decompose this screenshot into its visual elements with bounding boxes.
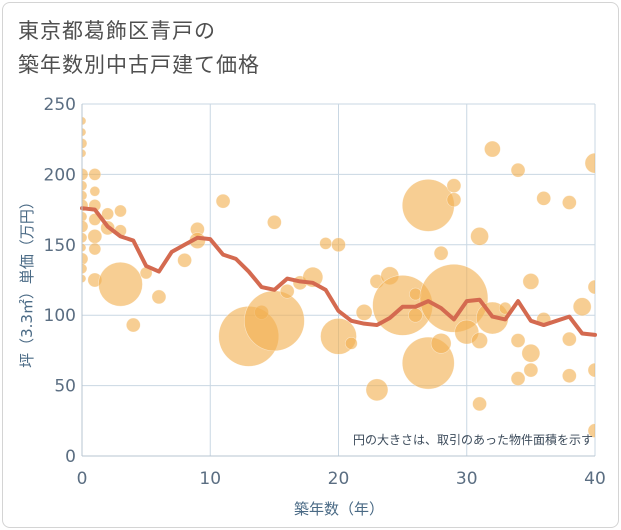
y-axis-label: 坪（3.3㎡）単価（万円）	[18, 194, 36, 368]
bubble-point	[82, 211, 88, 222]
bubble-point	[331, 237, 346, 253]
bubble-point	[82, 274, 87, 283]
bubble-point	[244, 290, 305, 352]
y-tick-label: 200	[44, 165, 76, 185]
average-line-series	[80, 206, 597, 337]
bubble-point	[126, 317, 141, 333]
bubble-point	[510, 162, 526, 178]
bubble-point	[82, 148, 87, 158]
bubble-point	[510, 371, 526, 386]
y-tick-label: 0	[65, 447, 76, 467]
bubble-point	[82, 190, 88, 201]
y-tick-label: 50	[54, 377, 76, 397]
bubble-point	[522, 273, 540, 290]
bubble-point	[446, 192, 462, 208]
bubble-point	[151, 289, 167, 305]
y-tick-label: 150	[44, 236, 76, 256]
bubble-point	[401, 179, 455, 232]
bubble-point	[365, 378, 389, 402]
bubble-point	[215, 193, 231, 209]
bubble-point	[572, 297, 592, 317]
bubble-point	[101, 207, 114, 221]
x-axis-label: 築年数（年）	[294, 500, 384, 518]
x-tick-label: 20	[328, 469, 350, 489]
x-tick-label: 40	[584, 469, 606, 489]
y-tick-label: 250	[44, 95, 76, 115]
bubble-point	[472, 396, 487, 412]
bubble-point	[88, 242, 102, 256]
bubble-point	[279, 283, 295, 299]
bubble-point	[562, 195, 577, 210]
bubble-point	[484, 140, 501, 158]
y-tick-label: 100	[44, 306, 76, 326]
bubble-point	[536, 191, 552, 206]
chart-title-line-2: 築年数別中古戸建て価格	[18, 53, 260, 77]
x-tick-label: 0	[77, 469, 88, 489]
bubble-point	[446, 178, 462, 193]
bubble-point	[355, 304, 373, 321]
bubble-point	[82, 138, 88, 149]
chart-title-line-1: 東京都葛飾区青戸の	[18, 19, 216, 43]
bubble-point	[114, 204, 127, 218]
bubble-point	[82, 243, 87, 252]
bubble-point	[89, 185, 101, 197]
bubble-point	[82, 232, 88, 244]
bubble-point	[82, 127, 87, 137]
bubble-point	[562, 368, 577, 384]
bubble-point	[82, 180, 88, 191]
bubble-point	[98, 261, 143, 307]
bubble-point	[267, 214, 282, 230]
bubble-point	[521, 343, 541, 363]
chart-title: 東京都葛飾区青戸の 築年数別中古戸建て価格	[18, 14, 260, 82]
bubble-point	[82, 252, 89, 266]
bubble-point	[82, 263, 88, 275]
bubble-point	[408, 307, 423, 323]
bubble-point	[584, 152, 595, 174]
bubble-point	[587, 362, 595, 378]
bubble-point	[587, 279, 595, 295]
bubble-point	[82, 168, 89, 181]
bubble-point	[82, 116, 87, 126]
bubble-point	[177, 252, 192, 268]
bubble-point	[430, 333, 452, 354]
bubble-point	[82, 220, 89, 233]
average-price-line	[80, 206, 597, 337]
bubble-point	[471, 332, 488, 349]
bubble-point	[562, 331, 577, 347]
bubble-point	[88, 168, 102, 181]
x-tick-label: 30	[456, 469, 478, 489]
grid-lines	[82, 103, 596, 456]
bubble-point	[433, 245, 449, 261]
bubble-point	[470, 227, 489, 246]
bubble-point	[523, 362, 539, 378]
axes: 0 10 20 30 40 0 50 100 150 200 250	[44, 95, 606, 489]
bubble-point	[419, 264, 489, 333]
bubble-point	[87, 229, 103, 244]
bubble-point	[587, 423, 595, 438]
bubble-point	[345, 337, 358, 350]
bubble-point	[510, 333, 526, 348]
x-tick-label: 10	[199, 469, 221, 489]
bubble-series	[82, 116, 595, 438]
bubble-size-note: 円の大きさは、取引のあった物件面積を示す	[353, 432, 593, 447]
bubble-point	[319, 237, 332, 250]
